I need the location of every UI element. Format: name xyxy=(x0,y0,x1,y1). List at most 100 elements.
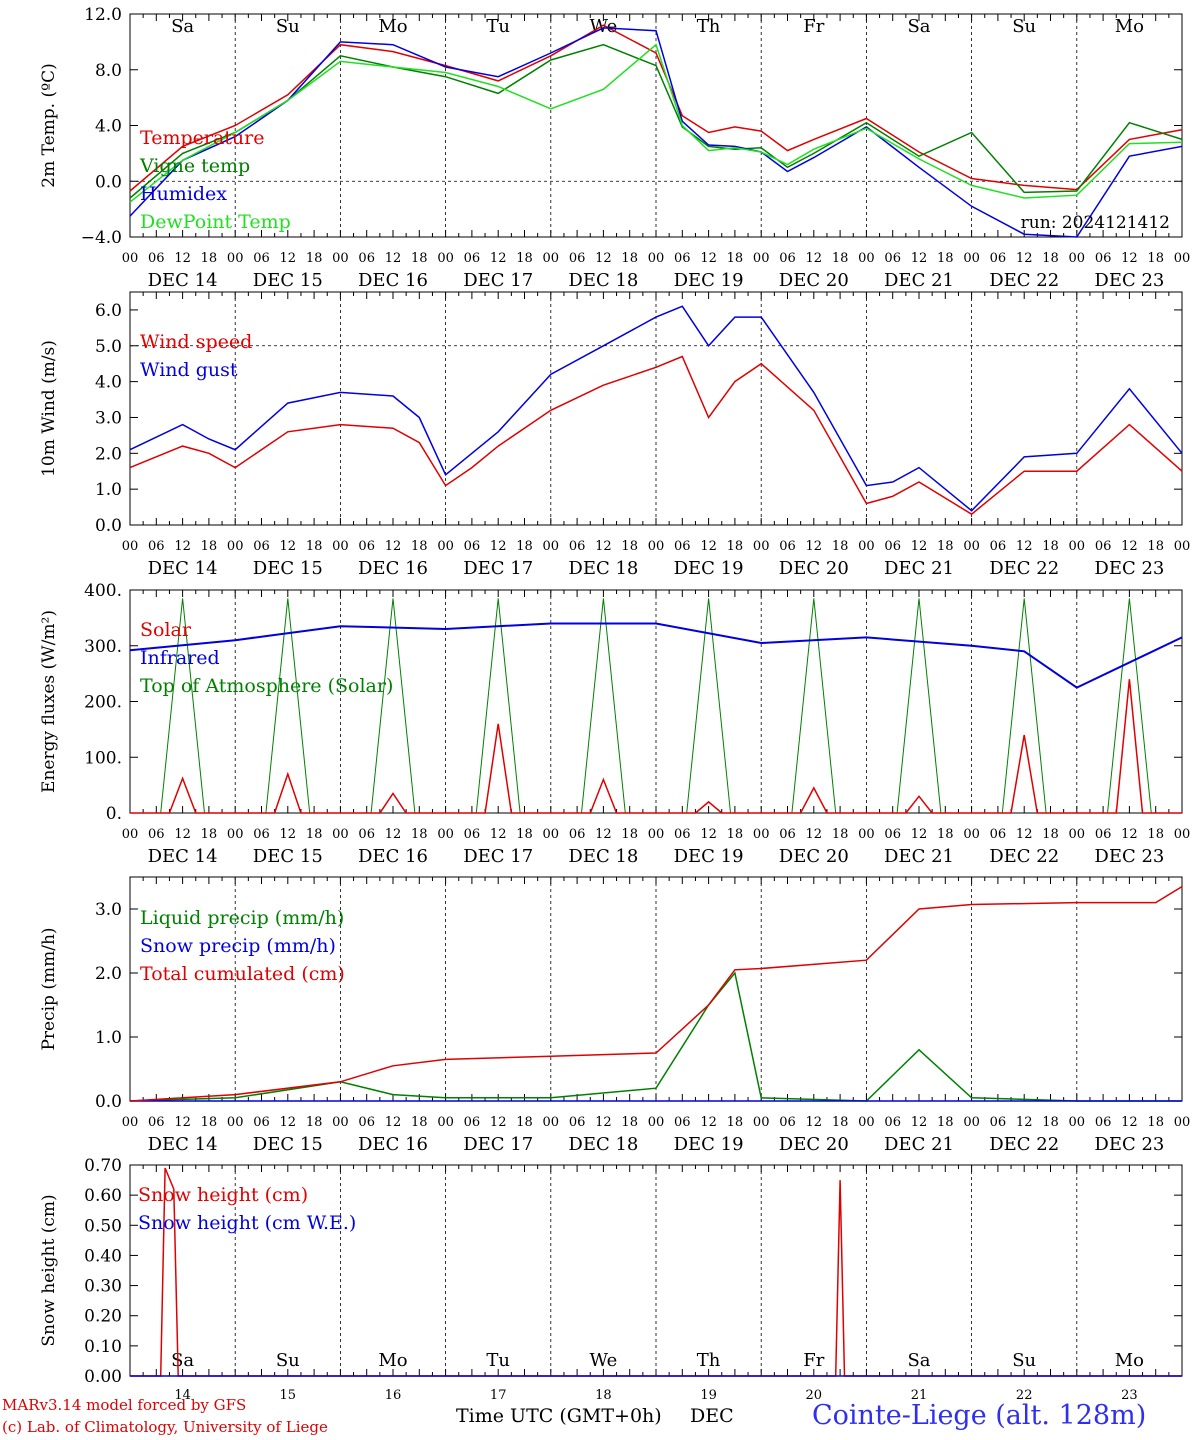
day-number-label: 18 xyxy=(595,1388,612,1403)
hour-tick-label: 06 xyxy=(569,251,586,266)
date-label: DEC 15 xyxy=(253,270,323,291)
y-tick-label: 6.0 xyxy=(95,301,122,321)
y-tick-label: 0.0 xyxy=(95,1092,122,1112)
hour-tick-label: 18 xyxy=(411,251,428,266)
hour-tick-label: 12 xyxy=(490,251,507,266)
hour-tick-label: 00 xyxy=(227,251,244,266)
hour-tick-label: 18 xyxy=(516,827,533,842)
date-label: DEC 14 xyxy=(148,1134,218,1155)
hour-tick-label: 06 xyxy=(148,1115,165,1130)
day-number-label: 20 xyxy=(806,1388,823,1403)
day-number-label: 19 xyxy=(700,1388,717,1403)
month-label: DEC xyxy=(690,1405,734,1427)
hour-tick-label: 06 xyxy=(779,1115,796,1130)
hour-tick-label: 00 xyxy=(858,827,875,842)
date-label: DEC 18 xyxy=(568,270,638,291)
hour-tick-label: 00 xyxy=(648,827,665,842)
hour-tick-label: 18 xyxy=(1147,251,1164,266)
hour-tick-label: 12 xyxy=(280,539,297,554)
series-line xyxy=(129,43,1183,203)
hour-tick-label: 06 xyxy=(884,1115,901,1130)
run-label: run: 2024121412 xyxy=(1021,213,1170,233)
hour-tick-label: 12 xyxy=(385,539,402,554)
panel-4: 3.0 2.0 1.0 0.0 Precip (mm/h) 00 06 12 18 00 06 12 1… xyxy=(39,876,1190,1155)
hour-tick-label: 12 xyxy=(595,251,612,266)
y-tick-label: 4.0 xyxy=(95,373,122,393)
hour-tick-label: 06 xyxy=(674,827,691,842)
hour-tick-label: 18 xyxy=(201,827,218,842)
day-number-label: 22 xyxy=(1016,1388,1033,1403)
plot-frame xyxy=(129,13,1183,238)
hour-tick-label: 18 xyxy=(516,539,533,554)
hour-tick-label: 06 xyxy=(464,251,481,266)
legend-entry: Infrared xyxy=(140,647,220,669)
hour-tick-label: 12 xyxy=(806,1115,823,1130)
date-label: DEC 15 xyxy=(253,846,323,867)
hour-tick-label: 12 xyxy=(490,539,507,554)
y-tick-label: 200. xyxy=(84,693,122,713)
hour-tick-label: 12 xyxy=(385,251,402,266)
hour-tick-label: 00 xyxy=(122,251,139,266)
weekday-label: Su xyxy=(1012,1350,1036,1371)
date-label: DEC 16 xyxy=(358,846,428,867)
hour-tick-label: 12 xyxy=(490,827,507,842)
y-tick-label: 12.0 xyxy=(84,5,122,25)
hour-tick-label: 12 xyxy=(174,1115,191,1130)
hour-tick-label: 12 xyxy=(911,539,928,554)
hour-tick-label: 12 xyxy=(700,1115,717,1130)
weekday-label: We xyxy=(590,16,618,37)
hour-tick-label: 12 xyxy=(806,539,823,554)
hour-tick-label: 18 xyxy=(1147,827,1164,842)
hour-tick-label: 12 xyxy=(911,827,928,842)
hour-tick-label: 00 xyxy=(963,539,980,554)
hour-tick-label: 18 xyxy=(937,827,954,842)
hour-tick-label: 18 xyxy=(411,827,428,842)
hour-tick-label: 12 xyxy=(385,827,402,842)
hour-tick-label: 00 xyxy=(437,251,454,266)
y-axis-label: Energy fluxes (W/m²) xyxy=(39,610,59,793)
weekday-label: Th xyxy=(697,1350,721,1371)
panel-3: 400. 300. 200. 100. 0. Energy fluxes (W/m²) 00… xyxy=(39,581,1190,867)
hour-tick-label: 00 xyxy=(1069,1115,1086,1130)
date-label: DEC 16 xyxy=(358,270,428,291)
hour-tick-label: 12 xyxy=(490,1115,507,1130)
hour-tick-label: 06 xyxy=(779,827,796,842)
hour-tick-label: 06 xyxy=(674,539,691,554)
hour-tick-label: 06 xyxy=(253,539,270,554)
hour-tick-label: 12 xyxy=(911,1115,928,1130)
hour-tick-label: 12 xyxy=(911,251,928,266)
date-label: DEC 23 xyxy=(1094,270,1164,291)
hour-tick-label: 18 xyxy=(621,251,638,266)
hour-tick-label: 18 xyxy=(937,539,954,554)
weekday-label: Mo xyxy=(378,1350,407,1371)
hour-tick-label: 12 xyxy=(1016,827,1033,842)
y-tick-label: 400. xyxy=(84,581,122,601)
date-label: DEC 19 xyxy=(674,558,744,579)
hour-tick-label: 12 xyxy=(806,827,823,842)
legend-entry: Snow height (cm W.E.) xyxy=(138,1212,356,1234)
hour-tick-label: 06 xyxy=(569,539,586,554)
panel-5: 0.70 0.60 0.50 0.40 0.30 0.20 0.10 0.00 Snow hei… xyxy=(39,1156,1183,1403)
legend-entry: Solar xyxy=(140,619,192,641)
hour-tick-label: 00 xyxy=(753,539,770,554)
hour-tick-label: 12 xyxy=(280,251,297,266)
y-axis-label: Precip (mm/h) xyxy=(39,927,59,1050)
legend-entry: Vigne temp xyxy=(139,155,250,177)
hour-tick-label: 00 xyxy=(963,1115,980,1130)
y-tick-label: 1.0 xyxy=(95,1028,122,1048)
y-tick-label: 0.30 xyxy=(84,1277,122,1297)
day-number-label: 14 xyxy=(174,1388,191,1403)
weekday-label: Su xyxy=(276,16,300,37)
date-label: DEC 22 xyxy=(989,1134,1059,1155)
weekday-label: Th xyxy=(697,16,721,37)
date-label: DEC 15 xyxy=(253,558,323,579)
hour-tick-label: 18 xyxy=(727,251,744,266)
hour-tick-label: 06 xyxy=(1095,539,1112,554)
y-tick-label: 3.0 xyxy=(95,408,122,428)
hour-tick-label: 00 xyxy=(332,539,349,554)
y-tick-label: 0.0 xyxy=(95,172,122,192)
hour-tick-label: 00 xyxy=(437,827,454,842)
legend-entry: Wind gust xyxy=(140,359,238,381)
hour-tick-label: 18 xyxy=(306,827,323,842)
